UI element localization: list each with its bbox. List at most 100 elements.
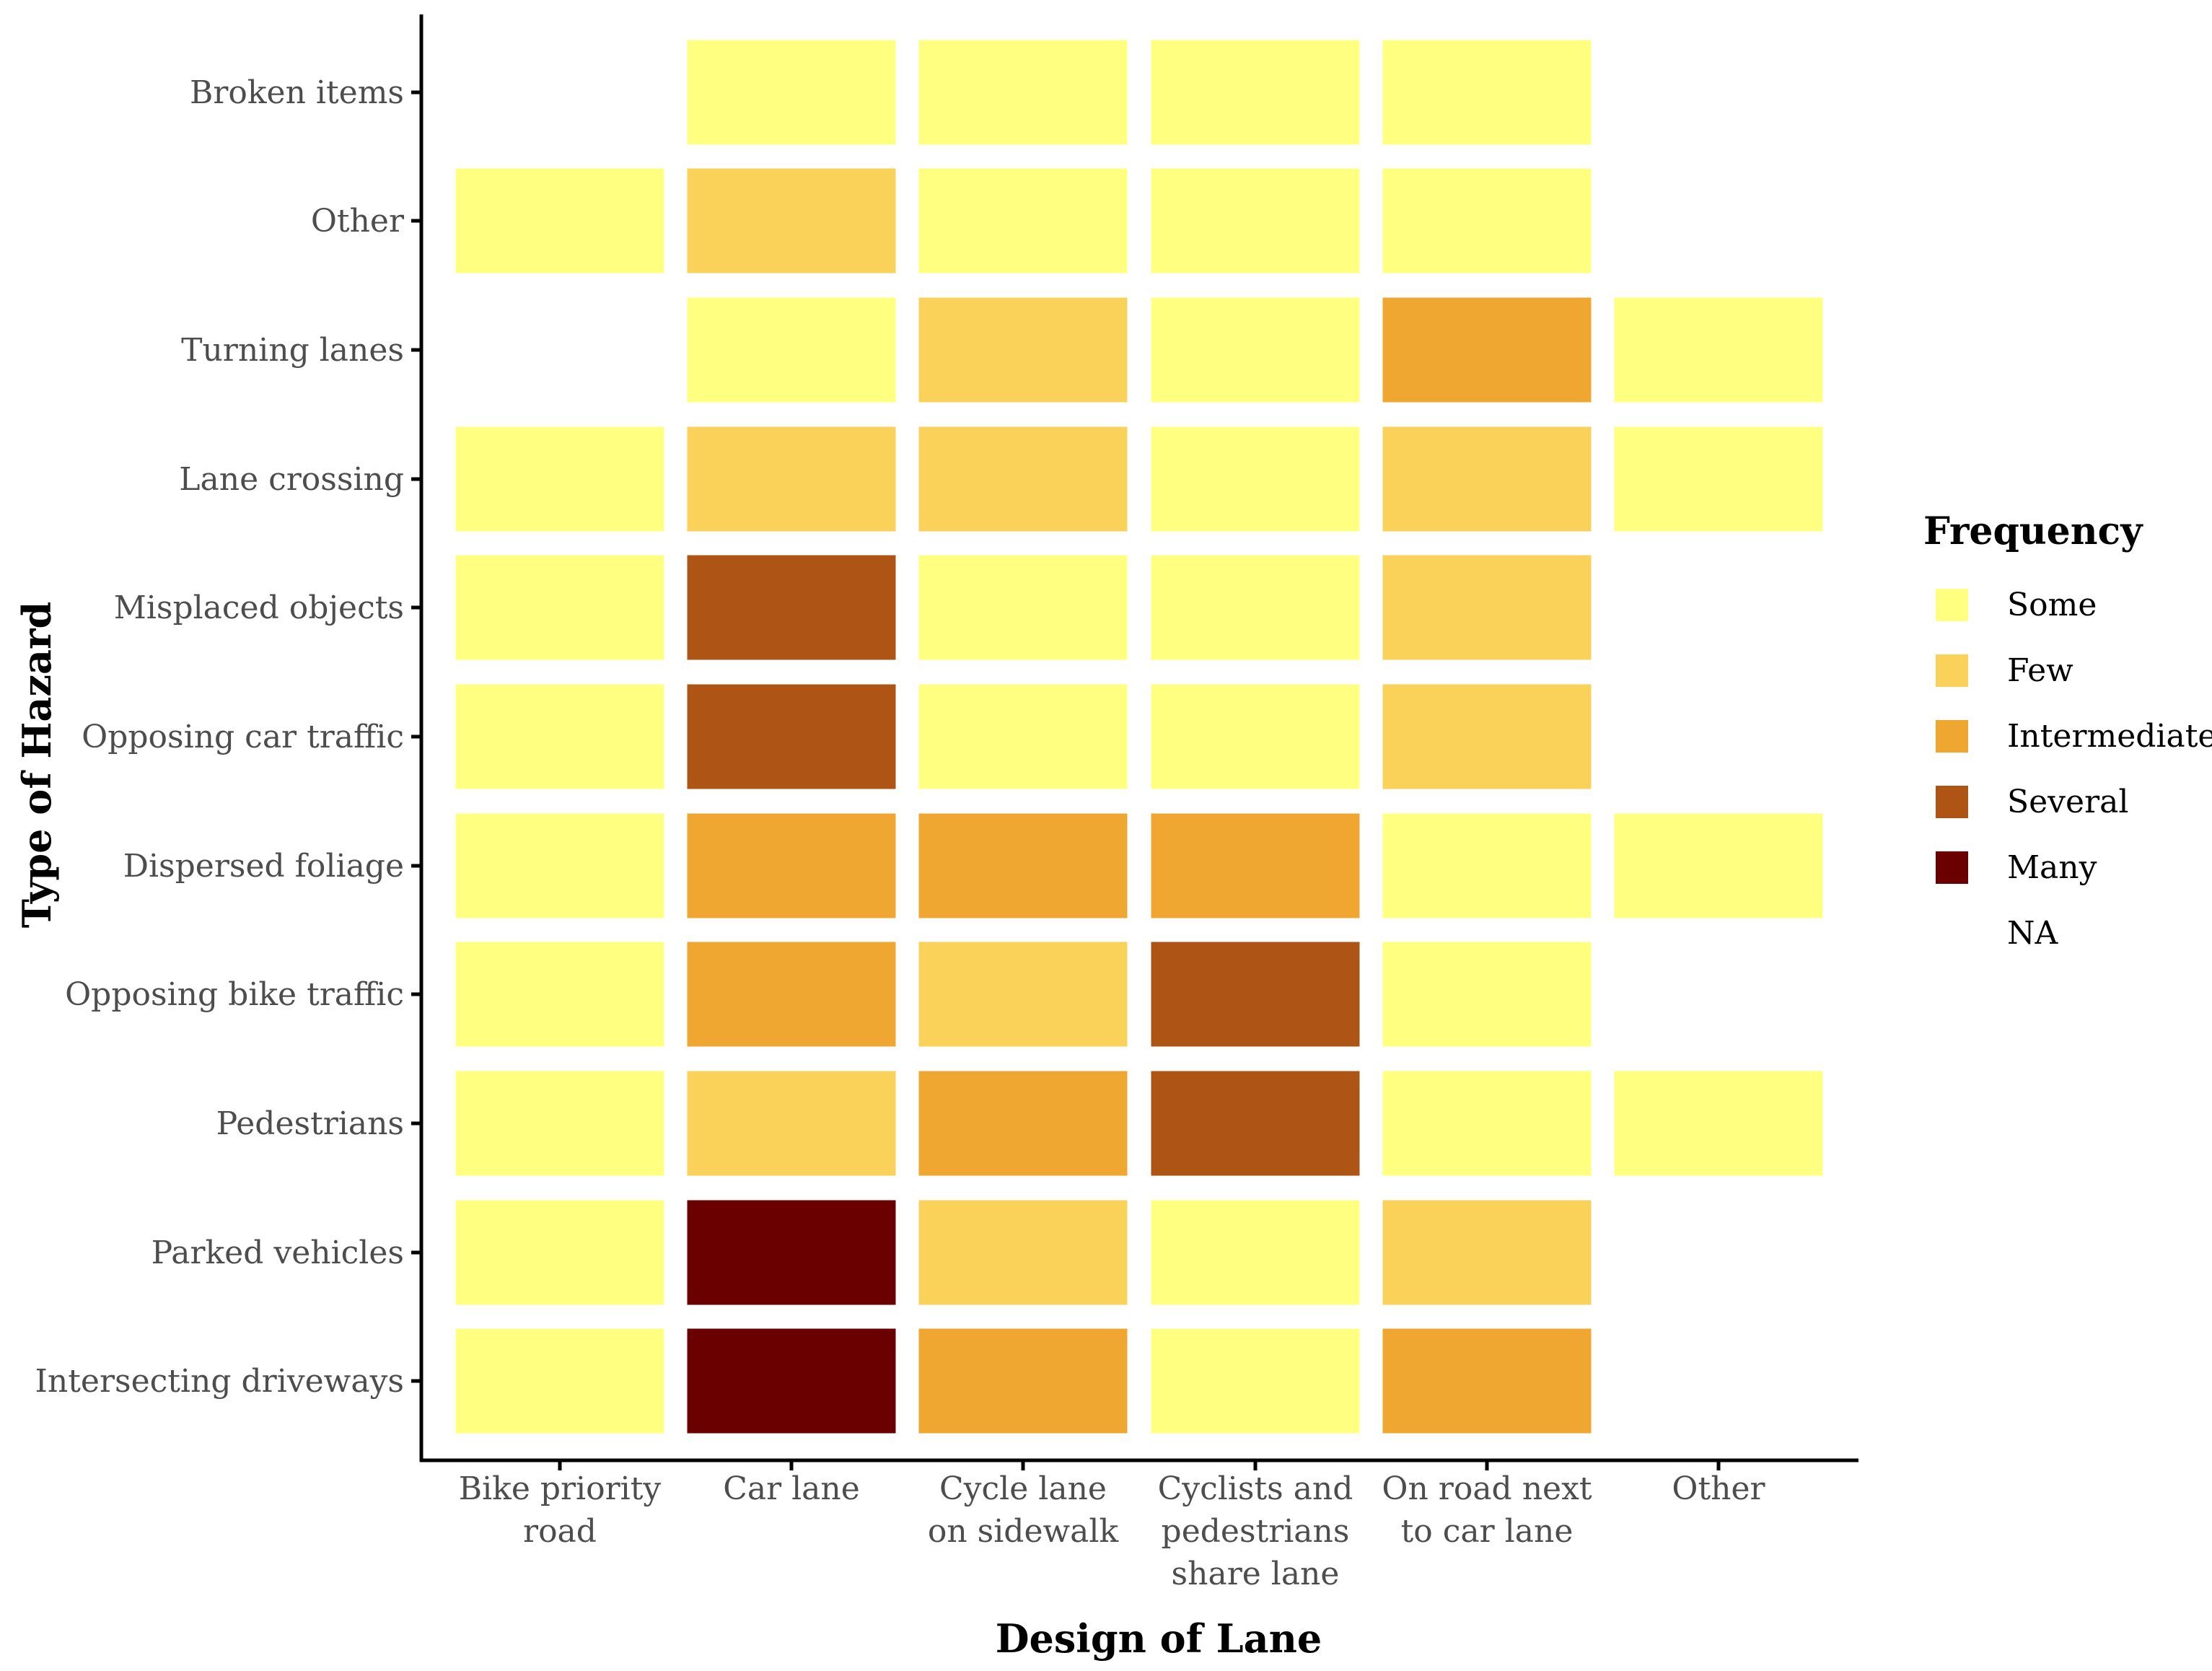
heatmap-cell bbox=[1614, 1071, 1823, 1176]
x-axis-ticks: Bike priority road Car lane Cycle lane on si… bbox=[459, 1460, 1766, 1592]
y-tick-label: Intersecting driveways bbox=[35, 1363, 404, 1400]
heatmap-cell bbox=[1615, 1329, 1823, 1434]
heatmap-cell bbox=[918, 942, 1128, 1047]
heatmap-cell bbox=[1151, 297, 1360, 403]
heatmap-cell bbox=[687, 1200, 896, 1305]
heatmap-cell bbox=[1151, 942, 1360, 1047]
x-tick-label: Cyclists and pedestrians share lane bbox=[1158, 1470, 1353, 1592]
heatmap-cell bbox=[918, 297, 1128, 403]
heatmap-cell bbox=[1382, 168, 1592, 273]
heatmap-cell bbox=[1615, 1201, 1823, 1305]
heatmap-cell bbox=[918, 1328, 1128, 1434]
heatmap-cell bbox=[1614, 426, 1823, 532]
heatmap-cell bbox=[687, 1071, 896, 1176]
y-tick-label: Parked vehicles bbox=[152, 1234, 404, 1271]
heatmap-cell bbox=[1615, 169, 1823, 273]
legend-label: Some bbox=[2007, 587, 2097, 623]
heatmap-cell bbox=[687, 40, 896, 145]
heatmap-cell bbox=[1615, 556, 1823, 660]
y-axis-ticks: Broken items Other Turning lanes Lane cross… bbox=[35, 74, 421, 1400]
y-tick-label: Opposing bike traffic bbox=[65, 976, 404, 1013]
heatmap-cell bbox=[455, 426, 664, 532]
heatmap-cell bbox=[1151, 555, 1360, 660]
heatmap-cell bbox=[1615, 40, 1823, 145]
heatmap-cell bbox=[1382, 1071, 1592, 1176]
heatmap-cell bbox=[918, 555, 1128, 660]
heatmap-cell bbox=[1151, 813, 1360, 918]
y-tick-label: Misplaced objects bbox=[114, 589, 404, 626]
heatmap-cell bbox=[918, 426, 1128, 532]
legend-label: Several bbox=[2007, 784, 2128, 820]
legend-label: NA bbox=[2007, 915, 2059, 952]
heatmap-cell bbox=[1382, 813, 1592, 918]
heatmap-cell bbox=[918, 40, 1128, 145]
heatmap-cell bbox=[455, 1200, 664, 1305]
y-tick-label: Lane crossing bbox=[179, 461, 404, 498]
heatmap-cell bbox=[1151, 1200, 1360, 1305]
x-tick-label: Other bbox=[1672, 1470, 1765, 1507]
x-tick-label: Car lane bbox=[723, 1470, 860, 1507]
heatmap-cell bbox=[918, 813, 1128, 918]
heatmap-cell bbox=[1614, 813, 1823, 918]
x-tick-label: On road next to car lane bbox=[1382, 1470, 1592, 1550]
heatmap-cells bbox=[455, 40, 1823, 1434]
heatmap-cell bbox=[455, 942, 664, 1047]
heatmap-cell bbox=[1151, 1071, 1360, 1176]
heatmap-cell bbox=[687, 1328, 896, 1434]
heatmap-cell bbox=[687, 168, 896, 273]
heatmap-cell bbox=[1382, 555, 1592, 660]
heatmap-cell bbox=[1382, 1328, 1592, 1434]
legend-label: Many bbox=[2007, 849, 2097, 886]
heatmap-cell bbox=[918, 1071, 1128, 1176]
legend-label: Intermediate bbox=[2007, 718, 2212, 755]
heatmap-cell bbox=[1382, 297, 1592, 403]
heatmap-cell bbox=[455, 555, 664, 660]
legend-swatch bbox=[1936, 589, 1968, 621]
heatmap-cell bbox=[1382, 942, 1592, 1047]
legend-label: Few bbox=[2007, 652, 2073, 689]
heatmap-cell bbox=[1151, 1328, 1360, 1434]
heatmap-cell bbox=[687, 942, 896, 1047]
legend-swatch bbox=[1936, 851, 1968, 884]
heatmap-cell bbox=[918, 168, 1128, 273]
y-tick-label: Broken items bbox=[190, 74, 404, 111]
heatmap-cell bbox=[455, 813, 664, 918]
heatmap-cell bbox=[456, 298, 664, 403]
x-tick-label: Bike priority road bbox=[459, 1470, 662, 1550]
y-tick-label: Opposing car traffic bbox=[82, 719, 404, 755]
heatmap-cell bbox=[687, 297, 896, 403]
legend-title: Frequency bbox=[1923, 509, 2143, 553]
heatmap-cell bbox=[918, 1200, 1128, 1305]
heatmap-cell bbox=[687, 426, 896, 532]
heatmap-cell bbox=[918, 684, 1128, 789]
heatmap-cell bbox=[1151, 684, 1360, 789]
heatmap-cell bbox=[1615, 685, 1823, 789]
legend-swatch bbox=[1936, 786, 1968, 818]
heatmap-cell bbox=[455, 168, 664, 273]
heatmap-cell bbox=[1151, 168, 1360, 273]
legend-swatch bbox=[1936, 720, 1968, 753]
x-tick-label: Cycle lane on sidewalk bbox=[928, 1470, 1119, 1550]
y-tick-label: Other bbox=[311, 203, 405, 240]
heatmap-cell bbox=[1382, 1200, 1592, 1305]
heatmap-cell bbox=[687, 555, 896, 660]
heatmap-cell bbox=[1614, 297, 1823, 403]
heatmap-cell bbox=[456, 40, 664, 145]
heatmap-cell bbox=[1382, 40, 1592, 145]
heatmap-cell bbox=[455, 1328, 664, 1434]
heatmap-cell bbox=[687, 684, 896, 789]
heatmap-cell bbox=[1151, 426, 1360, 532]
y-tick-label: Dispersed foliage bbox=[123, 848, 404, 885]
heatmap-cell bbox=[1382, 684, 1592, 789]
y-tick-label: Pedestrians bbox=[216, 1105, 404, 1142]
legend: Some Few Intermediate Several Many NA bbox=[1936, 587, 2212, 952]
heatmap-cell bbox=[687, 813, 896, 918]
heatmap-cell bbox=[455, 1071, 664, 1176]
heatmap-cell bbox=[455, 684, 664, 789]
heatmap-cell bbox=[1151, 40, 1360, 145]
heatmap-cell bbox=[1615, 942, 1823, 1047]
x-axis-title: Design of Lane bbox=[996, 1615, 1322, 1662]
legend-swatch bbox=[1936, 654, 1968, 687]
y-axis-title: Type of Hazard bbox=[14, 602, 60, 928]
